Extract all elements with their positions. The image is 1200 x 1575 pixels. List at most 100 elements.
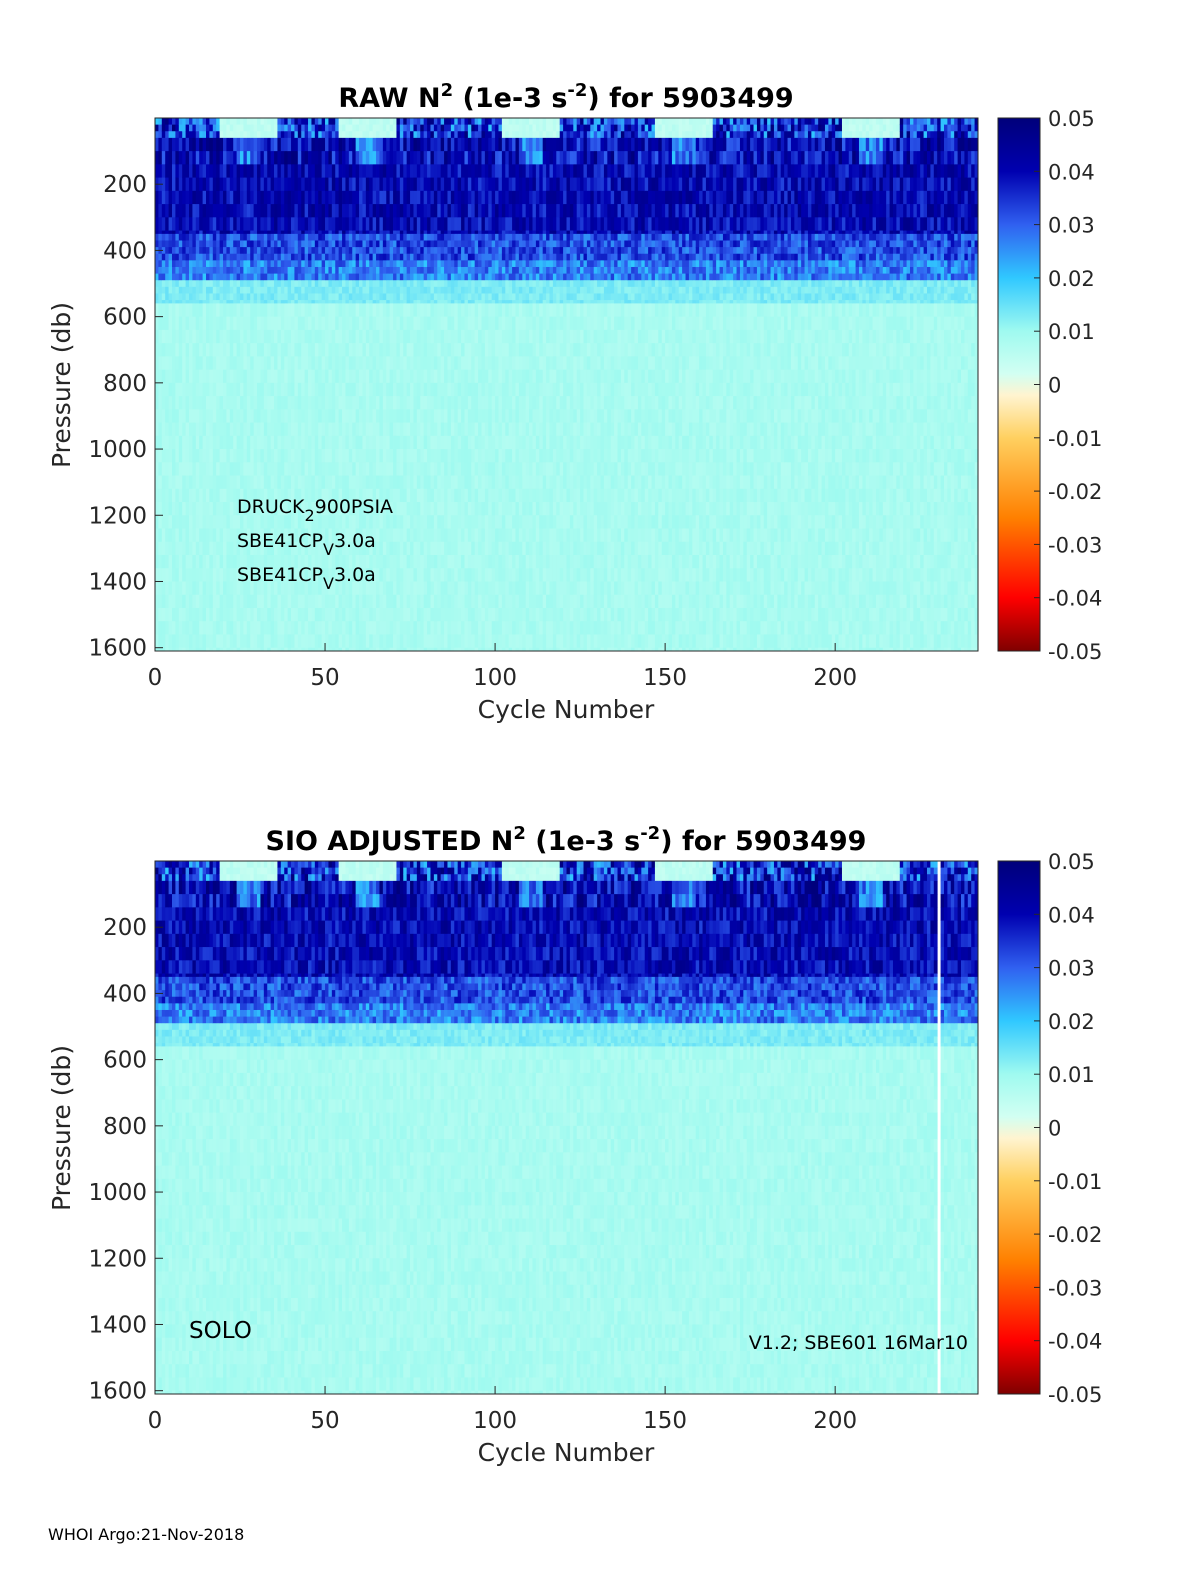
heatmap-cell [481,293,486,301]
heatmap-cell [212,634,217,649]
heatmap-cell [226,568,231,582]
heatmap-cell [420,409,425,423]
heatmap-cell [284,435,289,450]
heatmap-cell [379,515,384,529]
heatmap-cell [403,190,408,205]
heatmap-cell [416,594,421,609]
heatmap-cell [172,204,176,218]
heatmap-cell [342,280,346,288]
heatmap-cell [206,247,210,255]
heatmap-cell [318,280,323,288]
heatmap-cell [226,230,231,235]
heatmap-cell [274,621,278,635]
heatmap-cell [318,293,323,301]
heatmap-cell [369,343,374,357]
heatmap-cell [376,647,380,652]
heatmap-cell [342,488,346,503]
heatmap-cell [294,124,299,132]
heatmap-cell [478,554,482,569]
heatmap-cell [189,260,193,268]
heatmap-cell [209,581,214,596]
heatmap-cell [280,217,285,231]
heatmap-cell [212,124,217,132]
heatmap-cell [461,266,465,274]
heatmap-cell [168,151,173,165]
heatmap-cell [253,528,258,543]
heatmap-cell [270,396,275,410]
heatmap-cell [246,217,251,231]
heatmap-cell [297,247,302,255]
heatmap-cell [433,300,438,304]
heatmap-cell [270,280,275,288]
heatmap-cell [355,204,360,218]
heatmap-cell [365,217,370,231]
heatmap-cell [481,204,486,218]
heatmap-cell [396,594,401,609]
heatmap-cell [461,634,465,649]
heatmap-cell [491,621,496,635]
heatmap-cell [158,293,163,301]
heatmap-cell [362,581,367,596]
heatmap-cell [301,286,306,294]
heatmap-cell [304,190,309,205]
heatmap-cell [257,581,261,596]
heatmap-cell [447,247,452,255]
heatmap-cell [440,462,445,476]
heatmap-cell [318,137,323,152]
heatmap-cell [369,286,374,294]
heatmap-cell [416,280,421,288]
heatmap-cell [158,528,163,543]
heatmap-cell [216,303,221,318]
heatmap-cell [488,356,493,370]
heatmap-cell [318,634,323,649]
heatmap-cell [267,568,272,582]
heatmap-cell [498,164,503,178]
heatmap-cell [365,502,370,516]
heatmap-cell [328,647,333,652]
heatmap-cell [433,554,438,569]
heatmap-cell [321,131,326,139]
heatmap-cell [498,260,503,268]
heatmap-cell [304,396,309,410]
heatmap-cell [491,260,496,268]
heatmap-cell [427,253,431,261]
heatmap-cell [250,568,255,582]
heatmap-cell [219,515,224,529]
heatmap-cell [243,137,248,152]
heatmap-cell [450,621,455,635]
heatmap-cell [165,316,169,331]
heatmap-cell [403,607,408,622]
heatmap-cell [471,303,476,318]
heatmap-cell [399,316,404,331]
heatmap-cell [467,190,472,205]
heatmap-cell [161,594,166,609]
heatmap-cell [270,151,275,165]
heatmap-cell [246,247,251,255]
heatmap-cell [433,293,438,301]
heatmap-cell [175,230,180,235]
heatmap-cell [399,422,404,437]
heatmap-cell [270,247,275,255]
heatmap-cell [301,266,306,274]
heatmap-cell [427,409,431,423]
heatmap-cell [423,217,428,231]
heatmap-cell [433,541,438,556]
heatmap-cell [471,190,476,205]
heatmap-cell [284,554,289,569]
heatmap-cell [219,124,224,132]
heatmap-cell [484,329,489,344]
heatmap-cell [498,316,503,331]
heatmap-cell [267,647,272,652]
heatmap-cell [284,293,289,301]
heatmap-cell [416,541,421,556]
heatmap-cell [369,621,374,635]
heatmap-cell [185,240,190,248]
heatmap-cell [233,303,238,318]
heatmap-cell [318,247,323,255]
heatmap-cell [246,382,251,397]
heatmap-cell [212,204,217,218]
heatmap-cell [250,151,255,165]
heatmap-cell [498,329,503,344]
heatmap-cell [243,488,248,503]
heatmap-cell [471,280,476,288]
